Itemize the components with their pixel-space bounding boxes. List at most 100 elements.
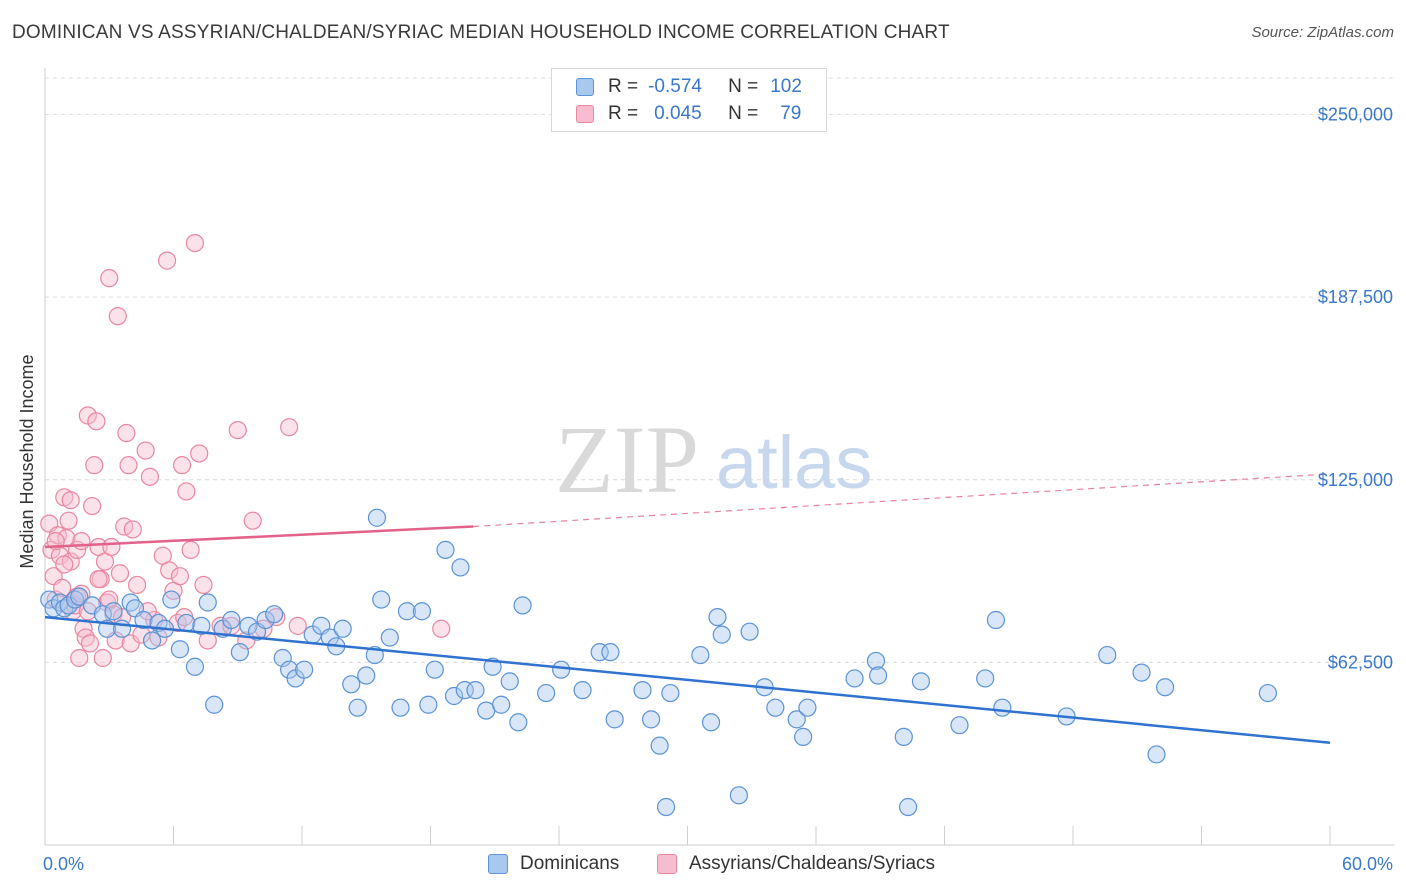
- data-point-assyrians: [136, 441, 155, 460]
- data-point-dominicans: [192, 616, 211, 635]
- data-point-dominicans: [1132, 663, 1151, 682]
- data-point-dominicans: [230, 643, 249, 662]
- data-point-dominicans: [265, 605, 284, 624]
- data-point-dominicans: [845, 669, 864, 688]
- data-point-assyrians: [87, 412, 106, 431]
- data-point-dominicans: [787, 710, 806, 729]
- data-point-assyrians: [140, 467, 160, 486]
- data-point-dominicans: [1098, 645, 1117, 665]
- data-point-dominicans: [633, 681, 652, 700]
- y-tick-label: $187,500: [1318, 287, 1393, 307]
- data-point-dominicans: [869, 666, 888, 685]
- data-point-dominicans: [712, 625, 731, 644]
- grid-layer: [45, 77, 1395, 663]
- data-point-assyrians: [123, 520, 142, 539]
- data-point-assyrians: [119, 456, 138, 475]
- data-point-dominicans: [650, 736, 669, 755]
- data-point-dominicans: [605, 710, 624, 729]
- axis-layer: [44, 68, 1395, 846]
- legend-label-assyrians: Assyrians/Chaldeans/Syriacs: [689, 853, 936, 874]
- trend-line-assyrians-extension: [473, 473, 1331, 528]
- data-point-dominicans: [492, 695, 511, 714]
- data-point-dominicans: [70, 587, 89, 606]
- data-point-assyrians: [83, 496, 102, 516]
- trend-line-assyrians: [44, 525, 474, 549]
- data-point-dominicans: [898, 797, 918, 817]
- data-point-dominicans: [656, 797, 676, 817]
- data-point-dominicans: [444, 686, 464, 706]
- data-point-dominicans: [537, 683, 556, 703]
- data-point-assyrians: [181, 540, 200, 559]
- stats-row-assyrians: R = 0.045 N = 79: [576, 102, 801, 126]
- data-point-assyrians: [185, 233, 205, 253]
- data-point-assyrians: [288, 616, 307, 635]
- data-point-assyrians: [228, 420, 247, 440]
- legend-swatch-pink: [657, 854, 677, 874]
- data-point-dominicans: [425, 660, 444, 679]
- data-point-assyrians: [102, 537, 121, 557]
- data-point-dominicans: [357, 666, 376, 685]
- data-point-dominicans: [513, 596, 532, 615]
- data-point-dominicans: [333, 619, 352, 638]
- data-point-dominicans: [295, 660, 314, 679]
- data-point-dominicans: [367, 508, 387, 527]
- data-point-assyrians: [127, 575, 147, 595]
- data-point-assyrians: [59, 511, 78, 530]
- data-point-dominicans: [573, 681, 592, 700]
- legend-item-assyrians: Assyrians/Chaldeans/Syriacs: [657, 851, 935, 877]
- y-tick-label: $62,500: [1328, 652, 1393, 672]
- data-point-dominicans: [185, 657, 205, 676]
- watermark-atlas: atlas: [716, 421, 872, 504]
- data-point-dominicans: [222, 610, 241, 630]
- data-point-dominicans: [198, 593, 217, 612]
- stats-row-dominicans: R = -0.574 N = 102: [576, 75, 802, 99]
- data-point-assyrians: [80, 634, 100, 653]
- data-point-dominicans: [708, 607, 727, 627]
- data-point-dominicans: [866, 651, 886, 671]
- data-point-assyrians: [85, 456, 104, 475]
- data-point-dominicans: [552, 660, 571, 679]
- chart-title: DOMINICAN VS ASSYRIAN/CHALDEAN/SYRIAC ME…: [12, 22, 950, 43]
- trend-layer: [44, 473, 1331, 744]
- data-point-assyrians: [432, 619, 451, 638]
- data-point-assyrians: [243, 511, 262, 530]
- data-point-dominicans: [590, 643, 609, 662]
- data-point-dominicans: [950, 716, 969, 735]
- watermark: ZIP atlas: [555, 406, 872, 513]
- data-point-dominicans: [509, 713, 528, 732]
- data-point-dominicans: [701, 713, 721, 732]
- n-label: N =: [728, 76, 759, 97]
- data-point-dominicans: [986, 610, 1006, 630]
- data-point-dominicans: [691, 645, 710, 665]
- data-point-assyrians: [172, 456, 192, 475]
- data-point-assyrians: [110, 564, 130, 583]
- data-point-assyrians: [157, 251, 177, 270]
- data-point-dominicans: [412, 602, 432, 621]
- data-point-assyrians: [267, 607, 286, 627]
- r-value: 0.045: [654, 103, 702, 124]
- data-point-assyrians: [280, 418, 299, 437]
- legend-swatch-pink: [576, 105, 594, 123]
- data-point-dominicans: [104, 602, 123, 621]
- data-point-dominicans: [273, 648, 292, 668]
- data-point-assyrians: [170, 567, 190, 586]
- data-point-dominicans: [419, 695, 438, 714]
- legend-label-dominicans: Dominicans: [520, 853, 620, 874]
- data-point-dominicans: [601, 643, 620, 662]
- stats-legend: R = -0.574 N = 102 R = 0.045 N = 79: [551, 68, 827, 132]
- data-point-assyrians: [194, 575, 213, 595]
- y-tick-label: $250,000: [1318, 105, 1393, 125]
- y-axis-label: Median Household Income: [17, 354, 37, 568]
- points-dominicans: [40, 508, 1277, 817]
- data-point-dominicans: [1155, 678, 1175, 697]
- legend-swatch-blue: [576, 78, 594, 96]
- x-tick-label: 0.0%: [43, 854, 84, 874]
- data-point-dominicans: [911, 672, 931, 691]
- data-point-dominicans: [436, 540, 455, 559]
- data-point-dominicans: [993, 698, 1012, 717]
- data-point-assyrians: [70, 648, 89, 668]
- n-value: 102: [770, 76, 802, 97]
- data-point-assyrians: [100, 269, 119, 288]
- data-point-dominicans: [661, 683, 680, 703]
- data-point-dominicans: [740, 622, 759, 641]
